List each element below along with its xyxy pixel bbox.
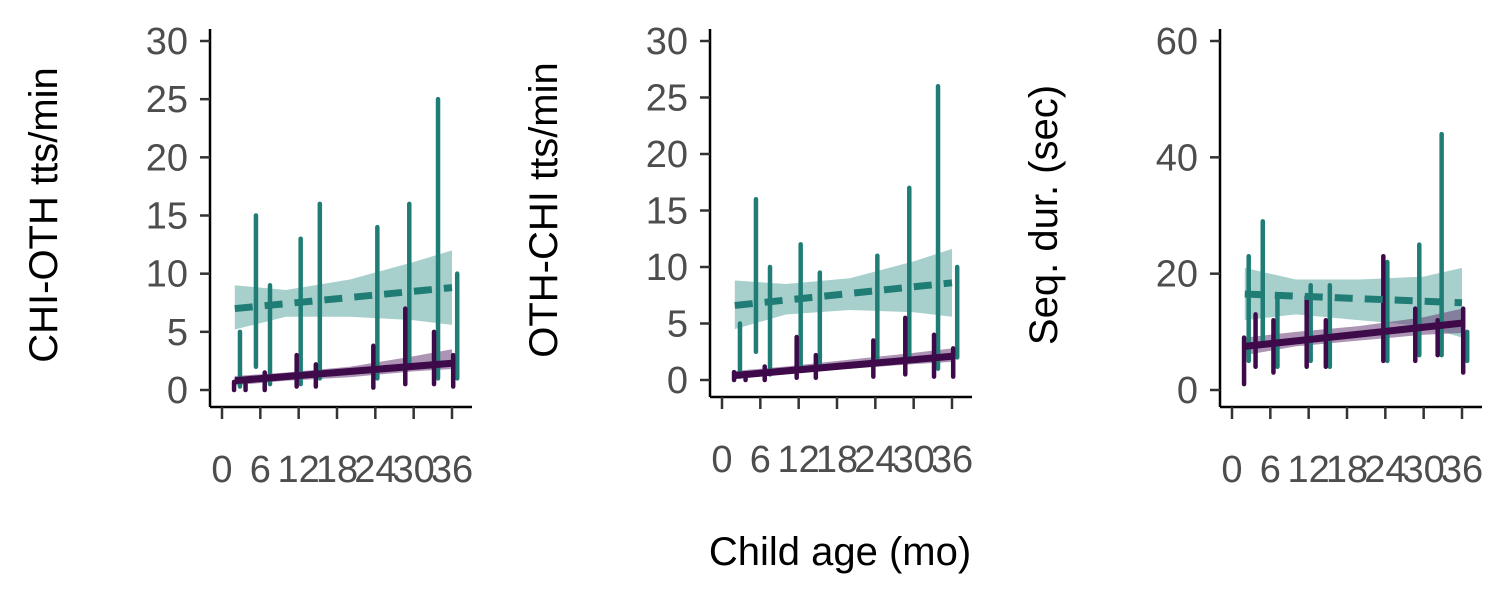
shared-x-axis-title: Child age (mo) <box>709 530 971 574</box>
y-tick-label: 10 <box>646 247 688 289</box>
x-tick-label: 24 <box>854 439 896 481</box>
x-tick-label: 30 <box>1403 449 1445 491</box>
trend-line-solid <box>1244 319 1463 350</box>
x-tick-label: 12 <box>778 439 820 481</box>
x-tick-label: 0 <box>1221 449 1242 491</box>
y-tick-label: 20 <box>1156 254 1198 296</box>
y-tick-label: 0 <box>1177 370 1198 412</box>
x-tick-label: 36 <box>931 439 973 481</box>
trend-line-solid <box>234 359 453 385</box>
y-tick-label: 0 <box>667 360 688 402</box>
x-tick-label: 24 <box>354 449 396 491</box>
x-tick-label: 6 <box>1260 449 1281 491</box>
y-tick-label: 25 <box>646 78 688 120</box>
y-tick-label: 25 <box>146 79 188 121</box>
confidence-ribbon-dashed <box>234 250 452 330</box>
y-tick-label: 5 <box>667 304 688 346</box>
y-axis-title: OTH-CHI tts/min <box>522 62 566 358</box>
y-tick-label: 5 <box>167 312 188 354</box>
x-tick-label: 18 <box>816 439 858 481</box>
x-tick-label: 12 <box>278 449 320 491</box>
confidence-ribbon-dashed <box>734 248 952 330</box>
x-tick-label: 0 <box>211 449 232 491</box>
y-tick-label: 30 <box>146 21 188 63</box>
x-tick-label: 30 <box>893 439 935 481</box>
x-tick-label: 18 <box>1326 449 1368 491</box>
y-tick-label: 10 <box>146 254 188 296</box>
x-tick-label: 24 <box>1364 449 1406 491</box>
x-tick-label: 30 <box>393 449 435 491</box>
x-tick-label: 36 <box>1441 449 1483 491</box>
y-tick-label: 0 <box>167 370 188 412</box>
x-tick-label: 18 <box>316 449 358 491</box>
y-tick-label: 40 <box>1156 137 1198 179</box>
x-tick-label: 36 <box>431 449 473 491</box>
y-axis-title: CHI-OTH tts/min <box>22 67 66 363</box>
y-tick-label: 15 <box>146 196 188 238</box>
y-tick-label: 15 <box>646 191 688 233</box>
x-tick-label: 6 <box>250 449 271 491</box>
y-tick-label: 20 <box>646 134 688 176</box>
y-tick-label: 30 <box>646 21 688 63</box>
y-axis-title: Seq. dur. (sec) <box>1022 85 1066 345</box>
y-tick-label: 20 <box>146 137 188 179</box>
x-tick-label: 12 <box>1288 449 1330 491</box>
y-tick-label: 60 <box>1156 21 1198 63</box>
x-tick-label: 0 <box>711 439 732 481</box>
trend-line-dashed <box>1244 290 1463 307</box>
trend-line-dashed <box>734 279 953 309</box>
trend-line-solid <box>734 352 953 379</box>
x-tick-label: 6 <box>750 439 771 481</box>
trend-line-dashed <box>234 284 453 313</box>
